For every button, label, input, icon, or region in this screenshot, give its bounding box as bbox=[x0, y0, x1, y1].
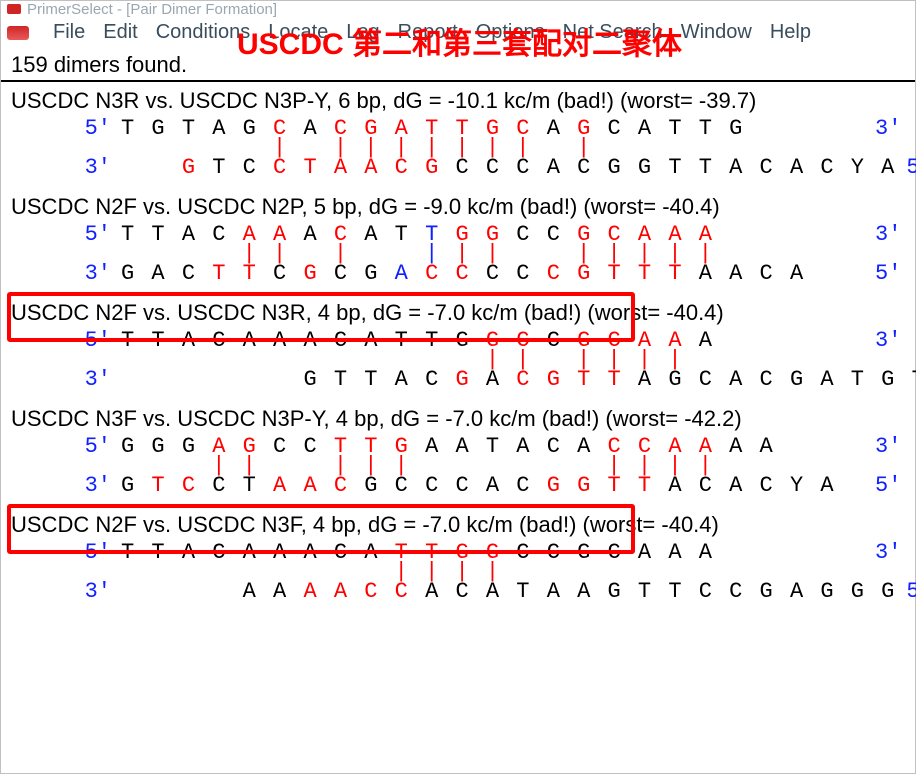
dimer-list: USCDC N3R vs. USCDC N3P-Y, 6 bp, dG = -1… bbox=[1, 82, 915, 628]
app-icon bbox=[7, 4, 21, 14]
five-prime-label: 5' bbox=[865, 261, 905, 286]
dimer-block: USCDC N2F vs. USCDC N3R, 4 bp, dG = -7.0… bbox=[11, 300, 905, 392]
bond-row: | | | | | | bbox=[121, 353, 865, 367]
five-prime-label: 5' bbox=[11, 222, 121, 247]
status-bar: 159 dimers found. bbox=[1, 52, 915, 82]
menu-help[interactable]: Help bbox=[770, 21, 811, 44]
three-prime-label: 3' bbox=[11, 367, 121, 392]
dimer-block: USCDC N2F vs. USCDC N3F, 4 bp, dG = -7.0… bbox=[11, 512, 905, 604]
menubar-icon bbox=[7, 26, 29, 40]
five-prime-label: 5' bbox=[11, 116, 121, 141]
status-text: 159 dimers found. bbox=[11, 52, 187, 77]
bottom-sequence: G T C C T A A C G C C C A C G G T T A C … bbox=[121, 473, 865, 498]
five-prime-label: 5' bbox=[11, 434, 121, 459]
menu-edit[interactable]: Edit bbox=[103, 21, 137, 44]
menu-log[interactable]: Log bbox=[346, 21, 379, 44]
menu-locate[interactable]: Locate bbox=[268, 21, 328, 44]
three-prime-label: 3' bbox=[865, 116, 905, 141]
menu-options[interactable]: Options bbox=[476, 21, 545, 44]
dimer-heading: USCDC N3R vs. USCDC N3P-Y, 6 bp, dG = -1… bbox=[11, 88, 905, 114]
five-prime-label: 5' bbox=[896, 579, 916, 604]
three-prime-label: 3' bbox=[11, 579, 121, 604]
bond-row: | | | | | | | | | bbox=[121, 141, 865, 155]
menu-netsearch[interactable]: Net Search bbox=[563, 21, 663, 44]
three-prime-label: 3' bbox=[865, 328, 905, 353]
menu-file[interactable]: File bbox=[53, 21, 85, 44]
menu-report[interactable]: Report bbox=[398, 21, 458, 44]
bond-row: | | | | | | | | | | | bbox=[121, 247, 865, 261]
menubar: File Edit Conditions Locate Log Report O… bbox=[1, 17, 915, 52]
three-prime-label: 3' bbox=[865, 540, 905, 565]
menu-window[interactable]: Window bbox=[681, 21, 752, 44]
three-prime-label: 3' bbox=[865, 222, 905, 247]
three-prime-label: 3' bbox=[11, 155, 121, 180]
menu-conditions[interactable]: Conditions bbox=[156, 21, 251, 44]
three-prime-label: 3' bbox=[11, 473, 121, 498]
bottom-sequence: A A A A C C A C A T A A G T T C C G A G … bbox=[121, 579, 896, 604]
dimer-block: USCDC N3R vs. USCDC N3P-Y, 6 bp, dG = -1… bbox=[11, 88, 905, 180]
five-prime-label: 5' bbox=[11, 540, 121, 565]
app-window: PrimerSelect - [Pair Dimer Formation] Fi… bbox=[0, 0, 916, 774]
three-prime-label: 3' bbox=[865, 434, 905, 459]
five-prime-label: 5' bbox=[896, 155, 916, 180]
bond-row: | | | | bbox=[121, 565, 865, 579]
dimer-block: USCDC N2F vs. USCDC N2P, 5 bp, dG = -9.0… bbox=[11, 194, 905, 286]
five-prime-label: 5' bbox=[865, 473, 905, 498]
bottom-sequence: G T C C T A A C G C C C A C G G T T A C … bbox=[121, 155, 896, 180]
titlebar: PrimerSelect - [Pair Dimer Formation] bbox=[1, 1, 915, 17]
three-prime-label: 3' bbox=[11, 261, 121, 286]
title-text: PrimerSelect - [Pair Dimer Formation] bbox=[27, 1, 277, 17]
dimer-heading: USCDC N2F vs. USCDC N3R, 4 bp, dG = -7.0… bbox=[11, 300, 905, 326]
dimer-block: USCDC N3F vs. USCDC N3P-Y, 4 bp, dG = -7… bbox=[11, 406, 905, 498]
dimer-heading: USCDC N2F vs. USCDC N3F, 4 bp, dG = -7.0… bbox=[11, 512, 905, 538]
five-prime-label: 5' bbox=[11, 328, 121, 353]
dimer-heading: USCDC N2F vs. USCDC N2P, 5 bp, dG = -9.0… bbox=[11, 194, 905, 220]
bond-row: | | | | | | | | | bbox=[121, 459, 865, 473]
bottom-sequence: G A C T T C G C G A C C C C C G T T T A … bbox=[121, 261, 865, 286]
bottom-sequence: G T T A C G A C G T T A G C A C G A T G … bbox=[121, 367, 916, 392]
dimer-heading: USCDC N3F vs. USCDC N3P-Y, 4 bp, dG = -7… bbox=[11, 406, 905, 432]
